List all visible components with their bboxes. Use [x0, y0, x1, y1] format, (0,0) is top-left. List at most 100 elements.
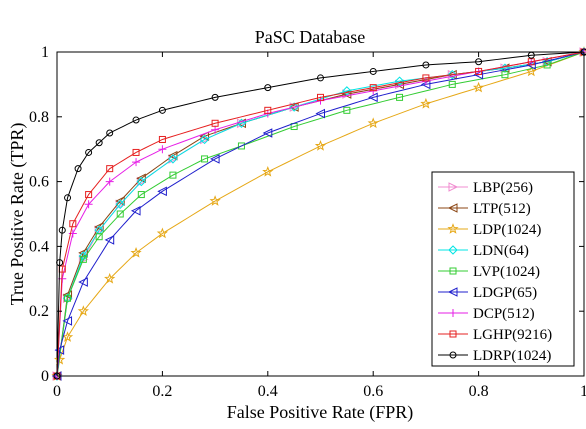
data-point: [158, 135, 166, 143]
data-point: [58, 226, 66, 234]
data-point: [367, 117, 379, 129]
legend-marker: [447, 203, 458, 213]
data-point: [116, 210, 124, 218]
series-line: [56, 51, 585, 377]
data-point: [115, 199, 125, 209]
data-point: [420, 97, 432, 109]
legend-item-ldn-64: LDN(64): [438, 243, 529, 259]
data-point: [209, 154, 220, 164]
data-point: [156, 227, 169, 239]
data-point: [74, 165, 82, 173]
x-tick-label: 0.2: [152, 383, 172, 400]
data-point: [525, 65, 537, 77]
data-point: [447, 69, 457, 80]
data-point: [84, 200, 93, 209]
data-point: [262, 128, 273, 138]
y-tick-label: 0.6: [29, 174, 49, 191]
data-point: [475, 58, 483, 66]
data-point: [211, 93, 219, 101]
series-line: [56, 51, 585, 377]
data-point: [85, 191, 93, 199]
data-point: [69, 220, 77, 228]
data-point: [104, 272, 116, 284]
data-point: [168, 154, 178, 164]
legend-marker: [447, 223, 459, 234]
data-point: [64, 194, 72, 202]
data-point: [264, 84, 272, 92]
data-point: [368, 92, 378, 103]
y-tick-label: 0.4: [29, 238, 49, 255]
data-point: [157, 186, 167, 197]
data-point: [236, 118, 247, 128]
data-point: [369, 84, 377, 92]
data-point: [105, 177, 114, 186]
data-point: [317, 74, 324, 82]
legend-item-ltp-512: LTP(512): [438, 201, 531, 217]
chart-title: PaSC Database: [255, 27, 365, 47]
y-axis-ticks: 0 0.2 0.4 0.6 0.8 1: [29, 44, 584, 385]
plot-frame: [56, 51, 585, 377]
data-point: [199, 134, 210, 145]
x-tick-label: 0.6: [363, 383, 383, 400]
data-point: [201, 155, 209, 163]
data-point: [132, 148, 140, 156]
data-point: [448, 80, 456, 88]
y-tick-label: 1: [41, 44, 49, 61]
legend-label: LDRP(1024): [473, 348, 551, 364]
legend-label: LDN(64): [473, 243, 529, 259]
legend-marker: [449, 267, 457, 275]
data-point: [95, 233, 103, 241]
legend-item-dcp-512: DCP(512): [438, 306, 535, 322]
legend-item-ldrp-1024: LDRP(1024): [438, 348, 551, 364]
legend: LBP(256) LTP(512) LDP(1024) LDN(64) LVP(1024…: [431, 171, 575, 367]
data-point: [158, 106, 166, 114]
data-point: [78, 277, 88, 287]
legend-item-lbp-256: LBP(256): [438, 180, 533, 196]
legend-label: LTP(512): [473, 201, 531, 217]
data-point: [394, 76, 405, 86]
data-point: [209, 195, 221, 206]
data-point: [132, 116, 140, 124]
data-point: [475, 67, 483, 75]
data-point: [211, 125, 220, 134]
data-point: [199, 131, 210, 142]
y-axis-label: True Positive Rate (TPR): [7, 123, 28, 306]
legend-label: LBP(256): [473, 180, 533, 196]
data-point: [342, 86, 352, 96]
data-point: [314, 140, 327, 151]
data-point: [106, 165, 114, 173]
series-lvp-1024: [53, 48, 586, 380]
data-point: [396, 93, 404, 101]
y-tick-label: 0: [41, 368, 49, 385]
plot-area: [56, 51, 585, 377]
legend-item-lvp-1024: LVP(1024): [438, 264, 540, 280]
data-point: [167, 150, 178, 161]
data-point: [61, 331, 74, 342]
data-point: [315, 108, 325, 119]
data-point: [264, 106, 272, 114]
data-point: [527, 51, 535, 59]
legend-label: LVP(1024): [473, 264, 540, 280]
data-point: [130, 205, 141, 216]
data-point: [211, 119, 219, 127]
data-point: [158, 145, 167, 154]
legend-marker: [448, 182, 459, 192]
y-tick-label: 0.8: [29, 109, 49, 126]
data-point: [262, 165, 274, 177]
series-line: [56, 51, 585, 377]
data-point: [136, 176, 147, 187]
legend-label: DCP(512): [473, 306, 535, 322]
data-point: [94, 222, 104, 232]
data-point: [85, 148, 93, 156]
data-point: [64, 294, 72, 302]
data-point: [501, 71, 509, 79]
legend-label: LDP(1024): [473, 222, 541, 238]
data-point: [472, 81, 485, 93]
data-point: [79, 255, 87, 263]
y-tick-label: 0.2: [29, 303, 49, 320]
data-point: [54, 353, 66, 365]
data-point: [343, 106, 351, 114]
legend-marker: [447, 287, 458, 297]
data-point: [115, 196, 125, 206]
